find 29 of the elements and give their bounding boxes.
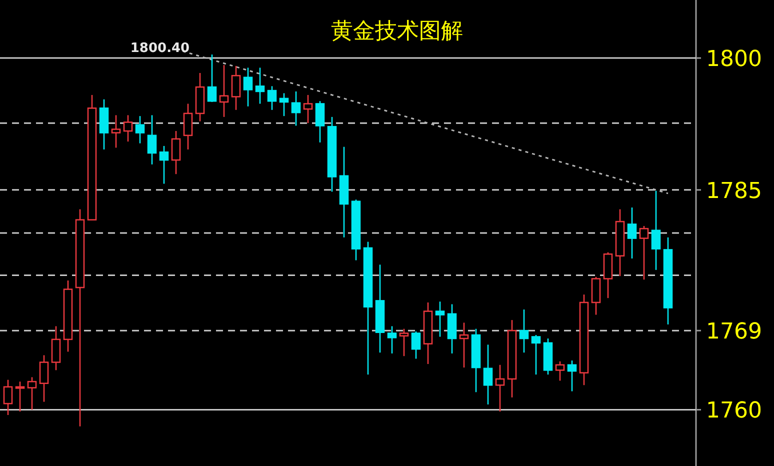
candlestick xyxy=(519,308,529,354)
candlestick xyxy=(459,322,469,368)
annotation: 1800.40 xyxy=(130,41,190,56)
candlestick xyxy=(219,64,229,118)
candlestick xyxy=(615,208,625,277)
text: 黄金技术图解 xyxy=(331,19,463,44)
candlestick xyxy=(627,206,637,260)
candlestick xyxy=(435,300,445,338)
candlestick xyxy=(663,236,673,326)
candlestick xyxy=(339,146,349,238)
y-tick-label: 1800 xyxy=(706,47,762,72)
candlestick xyxy=(291,90,301,126)
candlestick xyxy=(447,304,457,354)
candlestick xyxy=(183,103,193,150)
y-tick-label: 1769 xyxy=(706,320,762,345)
candlestick xyxy=(483,344,493,406)
candlestick xyxy=(243,67,253,108)
y-tick-label: 1785 xyxy=(706,178,762,204)
y-tick-label: 1760 xyxy=(706,398,762,424)
candlestick xyxy=(495,364,505,412)
candlestick xyxy=(255,67,265,104)
candlestick xyxy=(651,190,661,271)
candlestick xyxy=(111,114,121,148)
candlestick xyxy=(147,114,157,166)
candlestick xyxy=(231,65,241,111)
candlestick xyxy=(327,116,337,192)
candlestick xyxy=(75,208,85,428)
candlestick xyxy=(375,264,385,354)
candlestick xyxy=(507,319,517,398)
